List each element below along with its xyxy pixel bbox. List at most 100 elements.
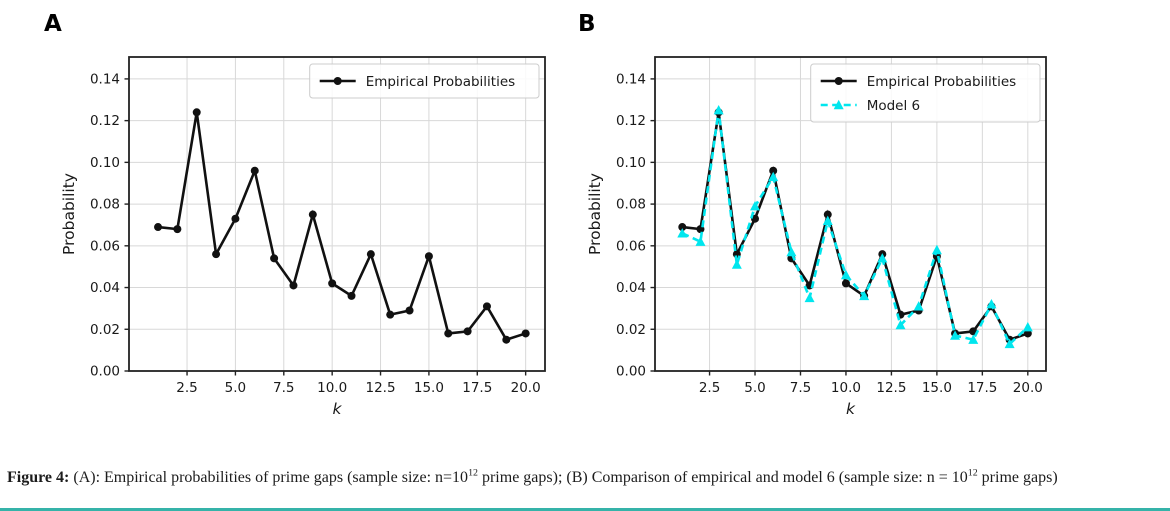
legend-circle-marker: [834, 77, 843, 85]
triangle-marker: [859, 290, 870, 301]
legend-label: Empirical Probabilities: [366, 74, 516, 90]
panel-label-b: B: [578, 11, 596, 37]
legend-box: [309, 63, 540, 99]
x-tick-label: 5.0: [225, 380, 246, 396]
x-axis-label: k: [333, 400, 343, 418]
y-axis-label: Probability: [586, 173, 604, 255]
y-tick-label: 0.08: [616, 197, 646, 213]
x-tick-label: 7.5: [273, 380, 294, 396]
circle-marker: [1023, 329, 1032, 338]
y-tick-label: 0.12: [616, 113, 646, 129]
panel-label-a: A: [44, 11, 62, 37]
circle-marker: [289, 281, 298, 290]
y-tick-label: 0.06: [90, 238, 120, 254]
x-tick-label: 2.5: [699, 380, 720, 396]
y-tick-label: 0.04: [616, 280, 646, 296]
circle-marker: [841, 279, 850, 288]
y-tick-label: 0.04: [90, 280, 120, 296]
triangle-marker: [713, 105, 724, 115]
prime-gap-charts: 2.5 5.0 7.5 10.0 12.5 15.0 17.5 20.0 0.00 0.02 0.0…: [60, 56, 1047, 418]
triangle-marker: [968, 334, 979, 344]
circle-marker: [192, 108, 201, 117]
x-tick-label: 10.0: [317, 380, 347, 396]
x-tick-label: 15.0: [414, 380, 444, 396]
x-tick-label: 17.5: [967, 380, 997, 396]
circle-marker: [424, 252, 433, 261]
triangle-marker: [804, 292, 815, 303]
axes-frame: [654, 56, 1047, 372]
circle-marker: [270, 254, 279, 263]
y-tick-label: 0.10: [616, 155, 646, 171]
circle-marker: [212, 250, 221, 259]
caption-text-1: (A): Empirical probabilities of prime ga…: [69, 469, 469, 486]
caption-superscript-2: 12: [967, 467, 978, 479]
triangle-marker: [695, 236, 706, 246]
legend-triangle-marker: [833, 99, 844, 110]
series-line-model-6: [681, 110, 1029, 347]
circle-marker: [328, 279, 337, 288]
axes-frame: [128, 56, 546, 372]
triangle-marker: [950, 330, 961, 340]
x-axis-label: k: [846, 400, 856, 418]
circle-marker: [231, 214, 240, 223]
series-line-empirical-probabilities: [682, 112, 1029, 342]
y-tick-label: 0.06: [616, 238, 646, 254]
triangle-marker: [840, 269, 851, 280]
chart-panel-a: 2.5 5.0 7.5 10.0 12.5 15.0 17.5 20.0 0.00 0.02 0.0…: [60, 56, 546, 418]
circle-marker: [521, 329, 530, 338]
x-tick-label: 7.5: [790, 380, 811, 396]
legend-circle-marker: [333, 77, 342, 85]
circle-marker: [366, 250, 375, 259]
triangle-marker: [786, 246, 797, 257]
y-tick-label: 0.14: [90, 71, 120, 87]
caption-superscript-1: 12: [468, 467, 478, 479]
circle-marker: [173, 225, 182, 234]
x-tick-label: 15.0: [922, 380, 952, 396]
x-tick-label: 20.0: [1013, 380, 1043, 396]
x-tick-label: 10.0: [831, 380, 861, 396]
caption-text-2: prime gaps); (B) Comparison of empirical…: [477, 469, 968, 486]
legend-label: Model 6: [867, 98, 920, 114]
circle-marker: [386, 310, 395, 319]
caption-figure-number: Figure 4:: [7, 469, 70, 486]
y-tick-label: 0.02: [90, 322, 120, 338]
x-tick-label: 2.5: [176, 380, 197, 396]
triangle-marker: [931, 244, 942, 255]
x-tick-label: 17.5: [462, 380, 492, 396]
circle-marker: [678, 223, 687, 232]
circle-marker: [482, 302, 491, 311]
circle-marker: [444, 329, 453, 338]
circle-marker: [347, 291, 356, 300]
y-tick-label: 0.08: [90, 197, 120, 213]
triangle-marker: [913, 301, 924, 311]
triangle-marker: [768, 171, 779, 182]
y-tick-label: 0.12: [90, 113, 120, 129]
caption-text-3: prime gaps): [977, 469, 1058, 486]
triangle-marker: [986, 299, 997, 309]
x-tick-label: 5.0: [744, 380, 765, 396]
circle-marker: [463, 327, 472, 336]
triangle-marker: [822, 215, 833, 225]
figure-caption: Figure 4: (A): Empirical probabilities o…: [7, 466, 1159, 490]
y-tick-label: 0.02: [616, 322, 646, 338]
y-tick-label: 0.00: [616, 364, 646, 380]
chart-panel-b: 2.5 5.0 7.5 10.0 12.5 15.0 17.5 20.0 0.00 0.02 0.0…: [586, 56, 1047, 418]
circle-marker: [308, 210, 317, 219]
x-tick-label: 12.5: [876, 380, 906, 396]
bottom-accent-bar: [0, 508, 1170, 511]
circle-marker: [769, 166, 778, 175]
y-tick-label: 0.00: [90, 364, 120, 380]
y-axis-label: Probability: [60, 173, 78, 255]
x-tick-label: 20.0: [511, 380, 541, 396]
series-line-empirical-probabilities: [157, 112, 527, 342]
x-tick-label: 12.5: [366, 380, 396, 396]
y-tick-label: 0.10: [90, 155, 120, 171]
circle-marker: [405, 306, 414, 315]
circle-marker: [502, 335, 511, 344]
circle-marker: [154, 223, 163, 232]
triangle-marker: [677, 228, 688, 238]
triangle-marker: [877, 253, 888, 263]
triangle-marker: [1004, 338, 1015, 349]
triangle-marker: [750, 200, 761, 211]
